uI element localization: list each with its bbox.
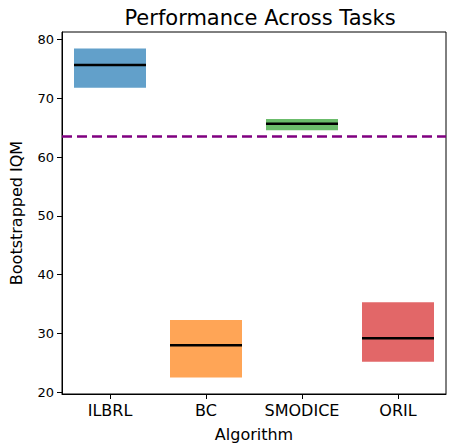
svg-text:Bootstrapped IQM: Bootstrapped IQM — [7, 141, 26, 285]
svg-text:70: 70 — [37, 91, 54, 106]
svg-text:40: 40 — [37, 267, 54, 282]
svg-text:50: 50 — [37, 208, 54, 223]
svg-text:ORIL: ORIL — [379, 401, 416, 420]
svg-text:60: 60 — [37, 150, 54, 165]
svg-text:ILBRL: ILBRL — [88, 401, 133, 420]
svg-text:Algorithm: Algorithm — [215, 425, 293, 444]
svg-text:80: 80 — [37, 32, 54, 47]
svg-text:SMODICE: SMODICE — [265, 401, 340, 420]
svg-text:20: 20 — [37, 385, 54, 400]
svg-text:Performance Across Tasks: Performance Across Tasks — [124, 6, 395, 30]
svg-text:30: 30 — [37, 326, 54, 341]
svg-text:BC: BC — [195, 401, 217, 420]
